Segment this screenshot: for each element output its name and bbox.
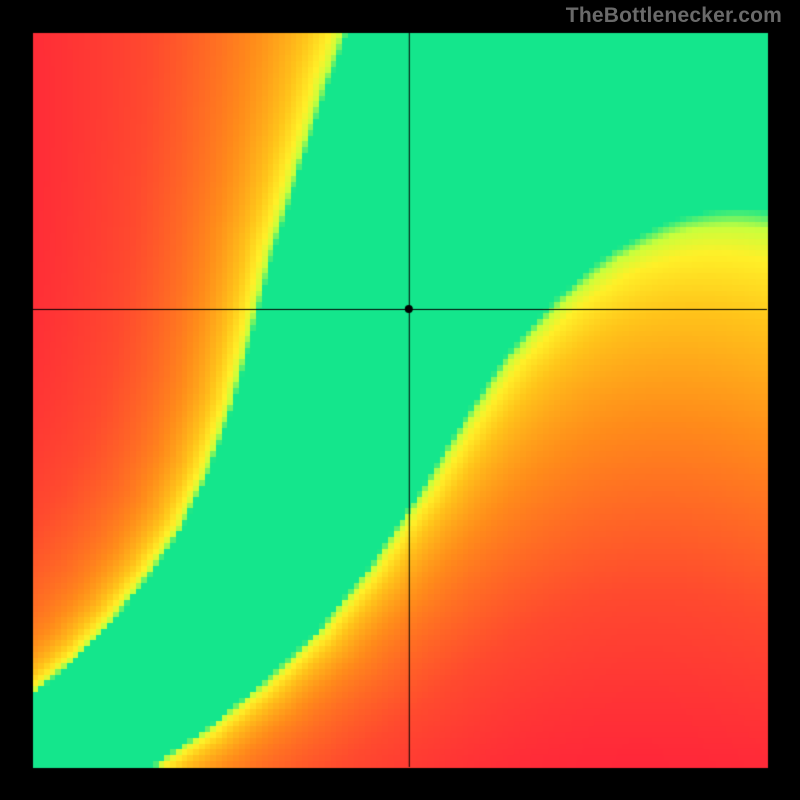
chart-container: TheBottlenecker.com <box>0 0 800 800</box>
watermark-text: TheBottlenecker.com <box>566 4 782 28</box>
heatmap-canvas <box>0 0 800 800</box>
